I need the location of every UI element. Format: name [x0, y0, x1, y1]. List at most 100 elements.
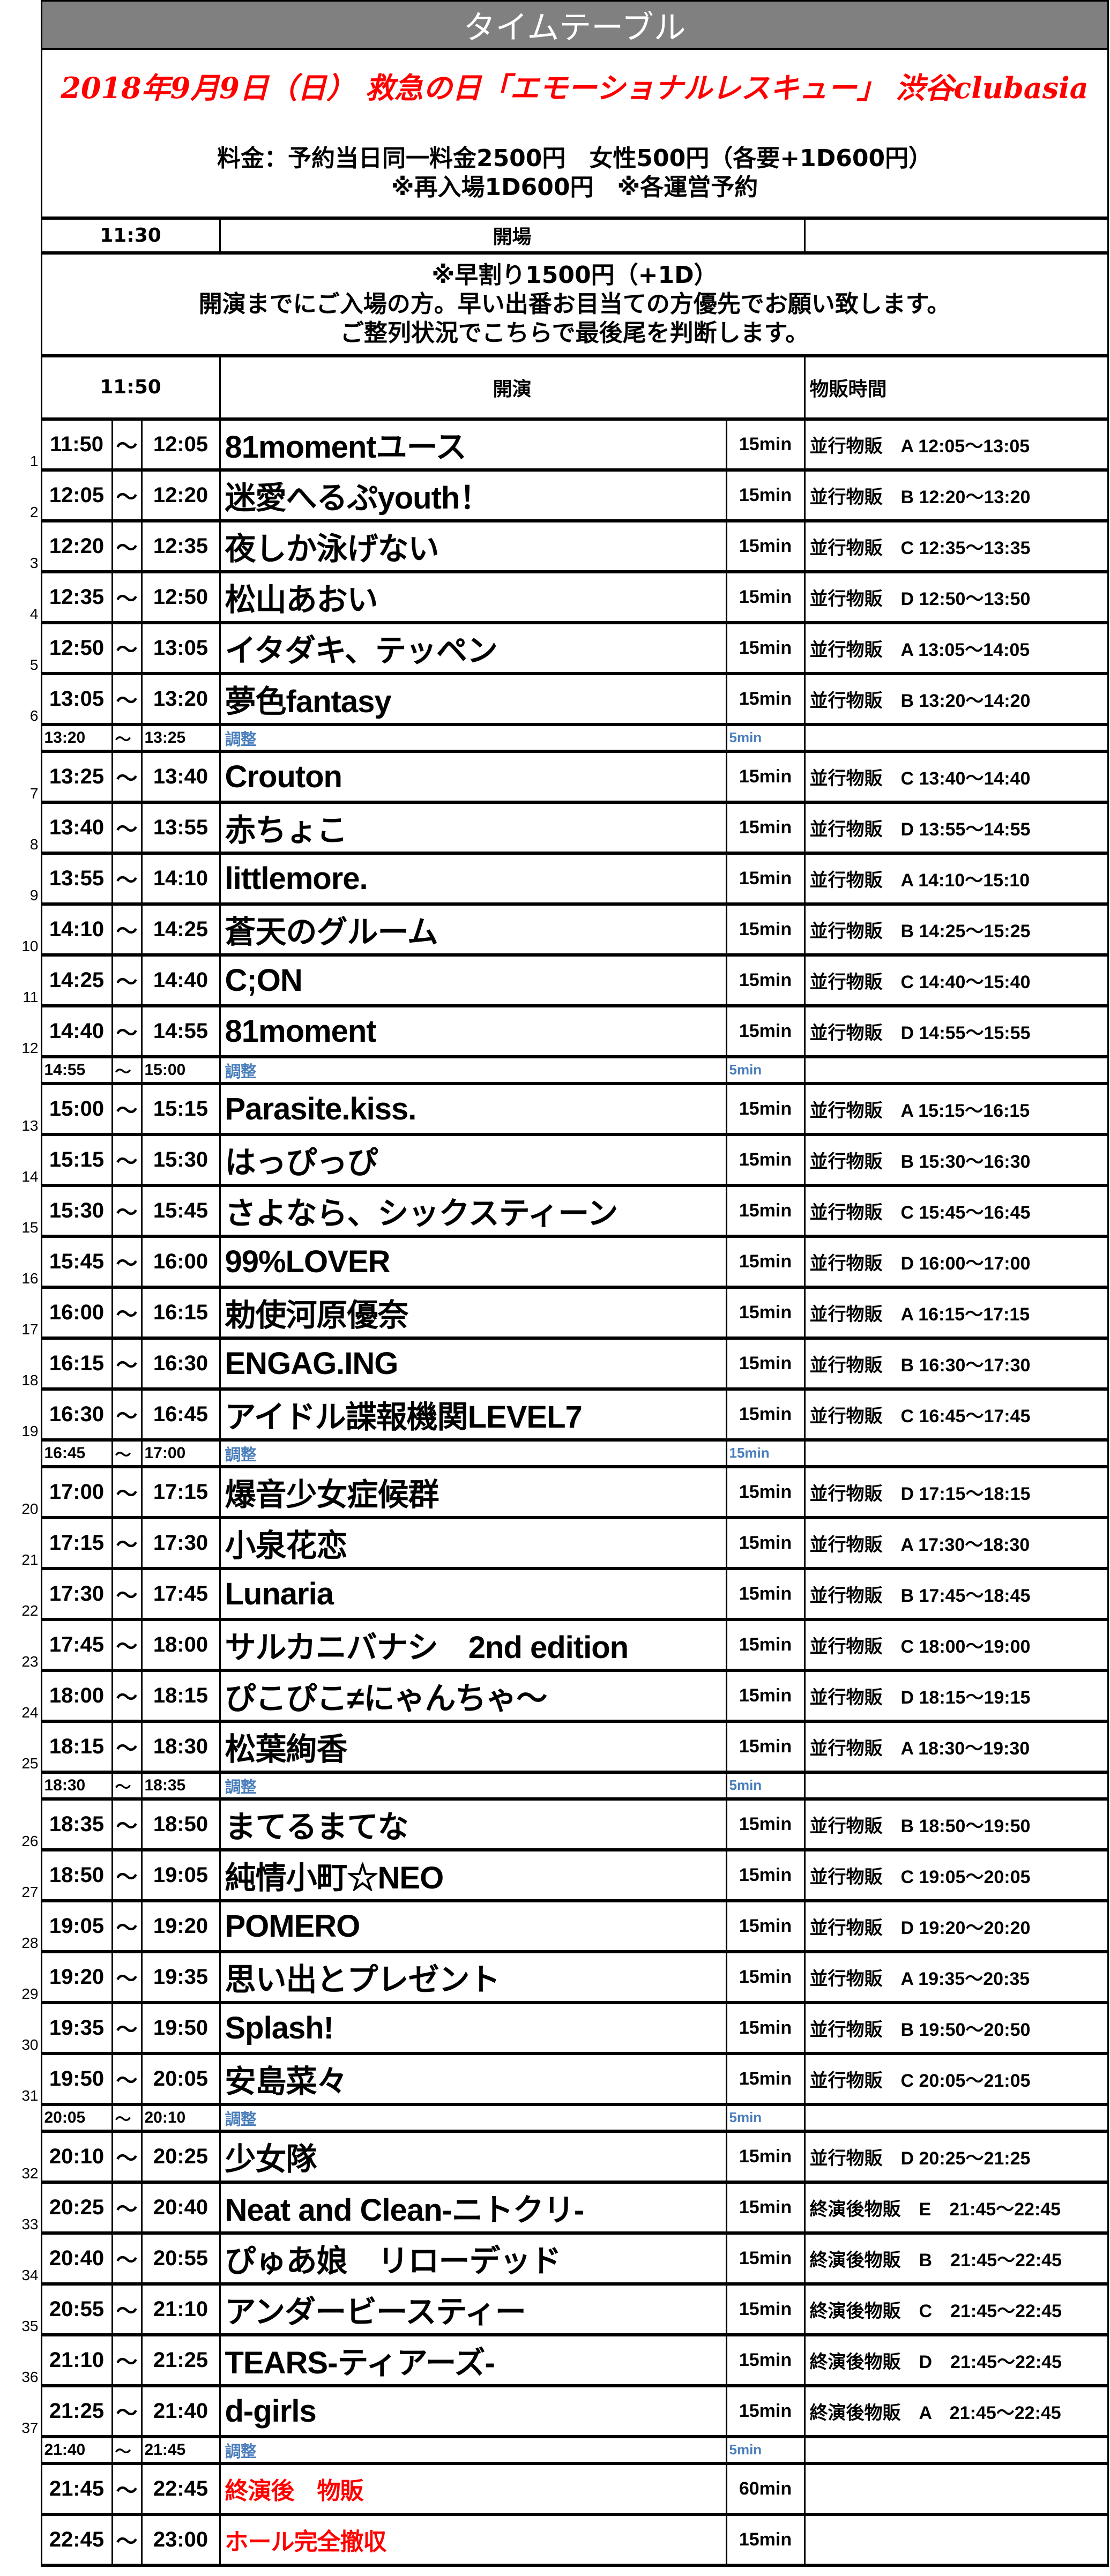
- performer-name: 赤ちょこ: [219, 800, 727, 855]
- row-number: 16: [21, 1270, 39, 1287]
- price-line-1: 料金：予約当日同一料金2500円 女性500円（各要+1D600円）: [217, 144, 933, 172]
- performer-name: Lunaria: [219, 1566, 727, 1621]
- tilde: 〜: [111, 417, 143, 472]
- end-time: 18:30: [140, 1719, 221, 1774]
- tilde: 〜: [111, 2461, 143, 2516]
- start-time: 12:35: [40, 570, 113, 624]
- start-time: 14:55: [40, 1056, 113, 1084]
- start-time: 17:15: [40, 1515, 113, 1570]
- adjust-row: 18:30 〜 18:35 調整 5min: [0, 1771, 1109, 1800]
- start-time: 20:25: [40, 2180, 113, 2235]
- act-row: 5 12:50 〜 13:05 イタダキ、テッペン 15min 並行物販 A 13:05〜1…: [0, 621, 1109, 675]
- row-number: 32: [21, 2164, 39, 2182]
- row-number: 35: [21, 2317, 39, 2334]
- performer-name: littlemore.: [219, 851, 727, 906]
- performer-name: 勅使河原優奈: [219, 1285, 727, 1340]
- merch-time: 並行物販 A 16:15〜17:15: [803, 1285, 1109, 1340]
- row-number: 5: [29, 656, 39, 673]
- row-number: [0, 725, 41, 751]
- start-time: 19:35: [40, 2000, 113, 2055]
- end-time: 12:50: [140, 570, 221, 624]
- tilde: 〜: [111, 1285, 143, 1340]
- end-time: 13:05: [140, 621, 221, 675]
- duration: 5min: [725, 1771, 806, 1800]
- performer-name: ぴゅあ娘 リローデッド: [219, 2231, 727, 2286]
- act-row: 33 20:25 〜 20:40 Neat and Clean-ニトクリ- 15min 終演…: [0, 2180, 1109, 2235]
- row-number: 11: [23, 988, 39, 1005]
- open-time: 11:30: [40, 216, 221, 253]
- act-row: 35 20:55 〜 21:10 アンダービースティー 15min 終演後物販 C 21:4…: [0, 2282, 1109, 2336]
- row-number: 15: [21, 1219, 39, 1236]
- end-time: 15:45: [140, 1183, 221, 1238]
- start-time: 19:50: [40, 2051, 113, 2106]
- merch-time: 並行物販 A 13:05〜14:05: [803, 621, 1109, 675]
- end-time: 13:55: [140, 800, 221, 855]
- duration: 60min: [725, 2461, 806, 2516]
- performer-name: TEARS-ティアーズ-: [219, 2333, 727, 2387]
- page-title: タイムテーブル: [40, 0, 1109, 50]
- performer-name: アイドル諜報機関LEVEL7: [219, 1387, 727, 1442]
- start-time: 17:30: [40, 1566, 113, 1621]
- row-number: [0, 1057, 41, 1084]
- performer-name: 81momentユース: [219, 417, 727, 472]
- adjust-row: 20:05 〜 20:10 調整 5min: [0, 2103, 1109, 2132]
- performer-name: 松葉絢香: [219, 1719, 727, 1774]
- performer-name: 夜しか泳げない: [219, 519, 727, 573]
- adjust-label: 調整: [219, 1771, 727, 1800]
- row-number: 2: [29, 503, 39, 520]
- start-time: 18:15: [40, 1719, 113, 1774]
- row-number: 31: [21, 2087, 39, 2104]
- act-row: 14 15:15 〜 15:30 はっぴっぴ 15min 並行物販 B 15:30〜16:3…: [0, 1132, 1109, 1187]
- tilde: 〜: [111, 2103, 143, 2132]
- adjust-row: 13:20 〜 13:25 調整 5min: [0, 723, 1109, 752]
- start-time: 12:05: [40, 468, 113, 522]
- event-info: 2018年9月9日（日） 救急の日「エモーショナルレスキュー」 渋谷clubas…: [40, 48, 1109, 219]
- tilde: 〜: [111, 2231, 143, 2286]
- end-time: 21:40: [140, 2384, 221, 2438]
- end-time: 18:35: [140, 1771, 221, 1800]
- merch-time: 並行物販 A 14:10〜15:10: [803, 851, 1109, 906]
- tilde: 〜: [111, 1081, 143, 1136]
- performer-name: 小泉花恋: [219, 1515, 727, 1570]
- note-line-1: ※早割り1500円（+1D）: [431, 261, 718, 289]
- end-time: 15:30: [140, 1132, 221, 1187]
- duration: 15min: [725, 1668, 806, 1723]
- act-row: 28 19:05 〜 19:20 POMERO 15min 並行物販 D 19:20〜20:…: [0, 1899, 1109, 1953]
- tilde: 〜: [111, 1617, 143, 1672]
- adjust-label: 調整: [219, 2436, 727, 2464]
- merch-time: 終演後物販 A 21:45〜22:45: [803, 2384, 1109, 2438]
- start-time: 13:20: [40, 723, 113, 752]
- row-number: [0, 2437, 41, 2463]
- tilde: 〜: [111, 671, 143, 726]
- duration: 15min: [725, 468, 806, 522]
- merch-time: 並行物販 C 20:05〜21:05: [803, 2051, 1109, 2106]
- duration: 15min: [725, 2512, 806, 2567]
- note-line-3: ご整列状況でこちらで最後尾を判断します。: [340, 319, 809, 347]
- tilde: 〜: [111, 1387, 143, 1442]
- duration: 15min: [725, 1797, 806, 1851]
- tilde: 〜: [111, 902, 143, 957]
- act-row: 25 18:15 〜 18:30 松葉絢香 15min 並行物販 A 18:30〜19:30: [0, 1719, 1109, 1774]
- merch-time: [803, 2436, 1109, 2464]
- row-number: 7: [29, 785, 39, 802]
- act-row: 10 14:10 〜 14:25 蒼天のグルーム 15min 並行物販 B 14:25〜15…: [0, 902, 1109, 957]
- tilde: 〜: [111, 1566, 143, 1621]
- start-time: 22:45: [40, 2512, 113, 2567]
- act-row: 20 17:00 〜 17:15 爆音少女症候群 15min 並行物販 D 17:15〜18…: [0, 1465, 1109, 1519]
- end-time: 22:45: [140, 2461, 221, 2516]
- performer-name: サルカニバナシ 2nd edition: [219, 1617, 727, 1672]
- start-time: 16:00: [40, 1285, 113, 1340]
- start-time: 11:50: [40, 417, 113, 472]
- tilde: 〜: [111, 2282, 143, 2336]
- duration: 15min: [725, 519, 806, 573]
- act-row: 2 12:05 〜 12:20 迷愛へるぷyouth！ 15min 並行物販 B 12:20…: [0, 468, 1109, 522]
- duration: 15min: [725, 1183, 806, 1238]
- performer-name: 松山あおい: [219, 570, 727, 624]
- merch-time: 並行物販 D 18:15〜19:15: [803, 1668, 1109, 1723]
- end-time: 16:00: [140, 1234, 221, 1289]
- tilde: 〜: [111, 1465, 143, 1519]
- tilde: 〜: [111, 1719, 143, 1774]
- merch-time: 並行物販 B 16:30〜17:30: [803, 1336, 1109, 1391]
- price-line-2: ※再入場1D600円 ※各運営予約: [391, 173, 758, 201]
- merch-time: 並行物販 C 13:40〜14:40: [803, 749, 1109, 804]
